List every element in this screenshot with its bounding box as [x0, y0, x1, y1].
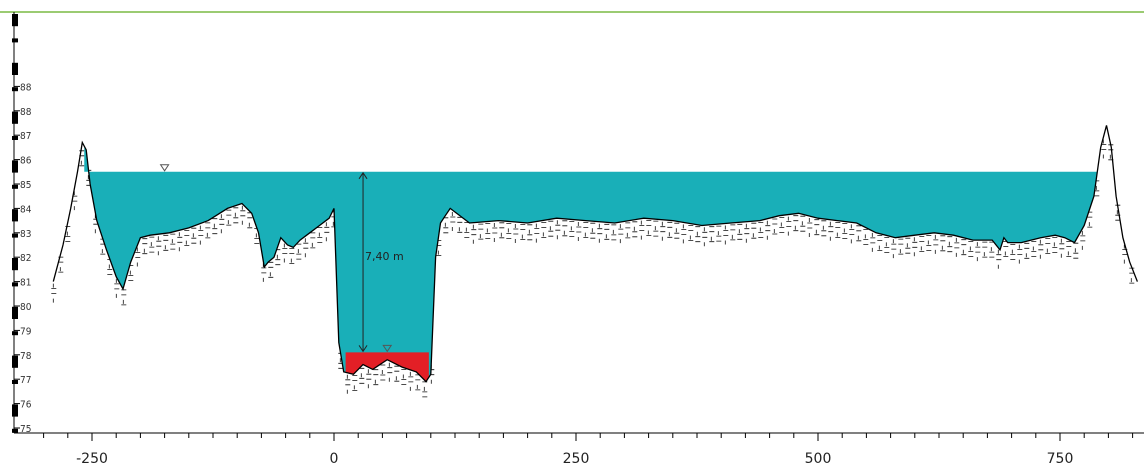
y-tick-label: 84 — [20, 204, 32, 215]
y-tick-label: 83 — [20, 229, 31, 240]
y-tick-label: 79 — [20, 326, 32, 337]
y-tick-label: 80 — [20, 302, 32, 313]
water-level-marker — [159, 164, 170, 172]
plot-area: 7,40 m — [51, 125, 1139, 398]
x-tick-label: 500 — [805, 451, 832, 467]
y-scale-segment — [12, 136, 18, 140]
terrain-hatching — [51, 139, 1135, 398]
y-scale-segment — [12, 160, 18, 173]
y-tick-label: 87 — [20, 131, 31, 142]
y-scale-segment — [12, 404, 18, 417]
y-scale-segment — [12, 428, 18, 433]
x-tick-label: 750 — [1047, 451, 1074, 467]
water-and-sediment — [84, 146, 1097, 382]
y-scale-segment — [12, 258, 18, 271]
y-scale-segment — [12, 306, 18, 319]
x-tick-label: 0 — [330, 451, 339, 467]
y-tick-label: 86 — [20, 156, 32, 167]
water-area — [84, 146, 1097, 382]
x-tick-label: 250 — [563, 451, 590, 467]
terrain-profile — [52, 125, 1139, 383]
y-scale-segment — [12, 282, 18, 287]
y-tick-label: 85 — [20, 180, 31, 191]
depth-label: 7,40 m — [365, 250, 404, 263]
depth-arrow-head-top — [358, 171, 368, 180]
y-scale-segment — [12, 87, 18, 92]
y-tick-label: 76 — [20, 400, 32, 411]
y-scale-segment — [12, 184, 18, 189]
annotations: 7,40 m — [159, 164, 404, 353]
water-level-marker — [382, 344, 393, 353]
y-scale-segment — [12, 38, 18, 43]
x-tick-label: -250 — [76, 451, 108, 467]
y-tick-label: 82 — [20, 253, 31, 264]
y-tick-label: 88 — [20, 82, 32, 93]
terrain-line — [52, 125, 1139, 383]
y-scale-segment — [12, 355, 18, 368]
y-scale-segment — [12, 331, 18, 336]
y-axis: 75 76 77 78 79 80 81 82 83 84 85 86 87 88 88 — [12, 12, 32, 435]
y-tick-label: 88 — [20, 107, 32, 118]
y-scale-segment — [12, 209, 18, 222]
y-tick-label: 81 — [20, 278, 31, 289]
depth-arrow-head-bottom — [358, 345, 368, 353]
y-scale-segment — [12, 14, 18, 27]
y-scale-segment — [12, 380, 18, 384]
soil-hatch-marks — [51, 139, 1135, 398]
y-tick-label: 77 — [20, 375, 31, 386]
y-scale-segment — [12, 111, 18, 124]
sediment-area — [345, 352, 429, 382]
x-axis: -250 0 250 500 750 — [14, 432, 1144, 467]
y-scale-segment — [12, 233, 18, 238]
y-scale-segment — [12, 62, 18, 75]
y-tick-label: 78 — [20, 351, 32, 362]
y-tick-label: 75 — [20, 424, 31, 435]
